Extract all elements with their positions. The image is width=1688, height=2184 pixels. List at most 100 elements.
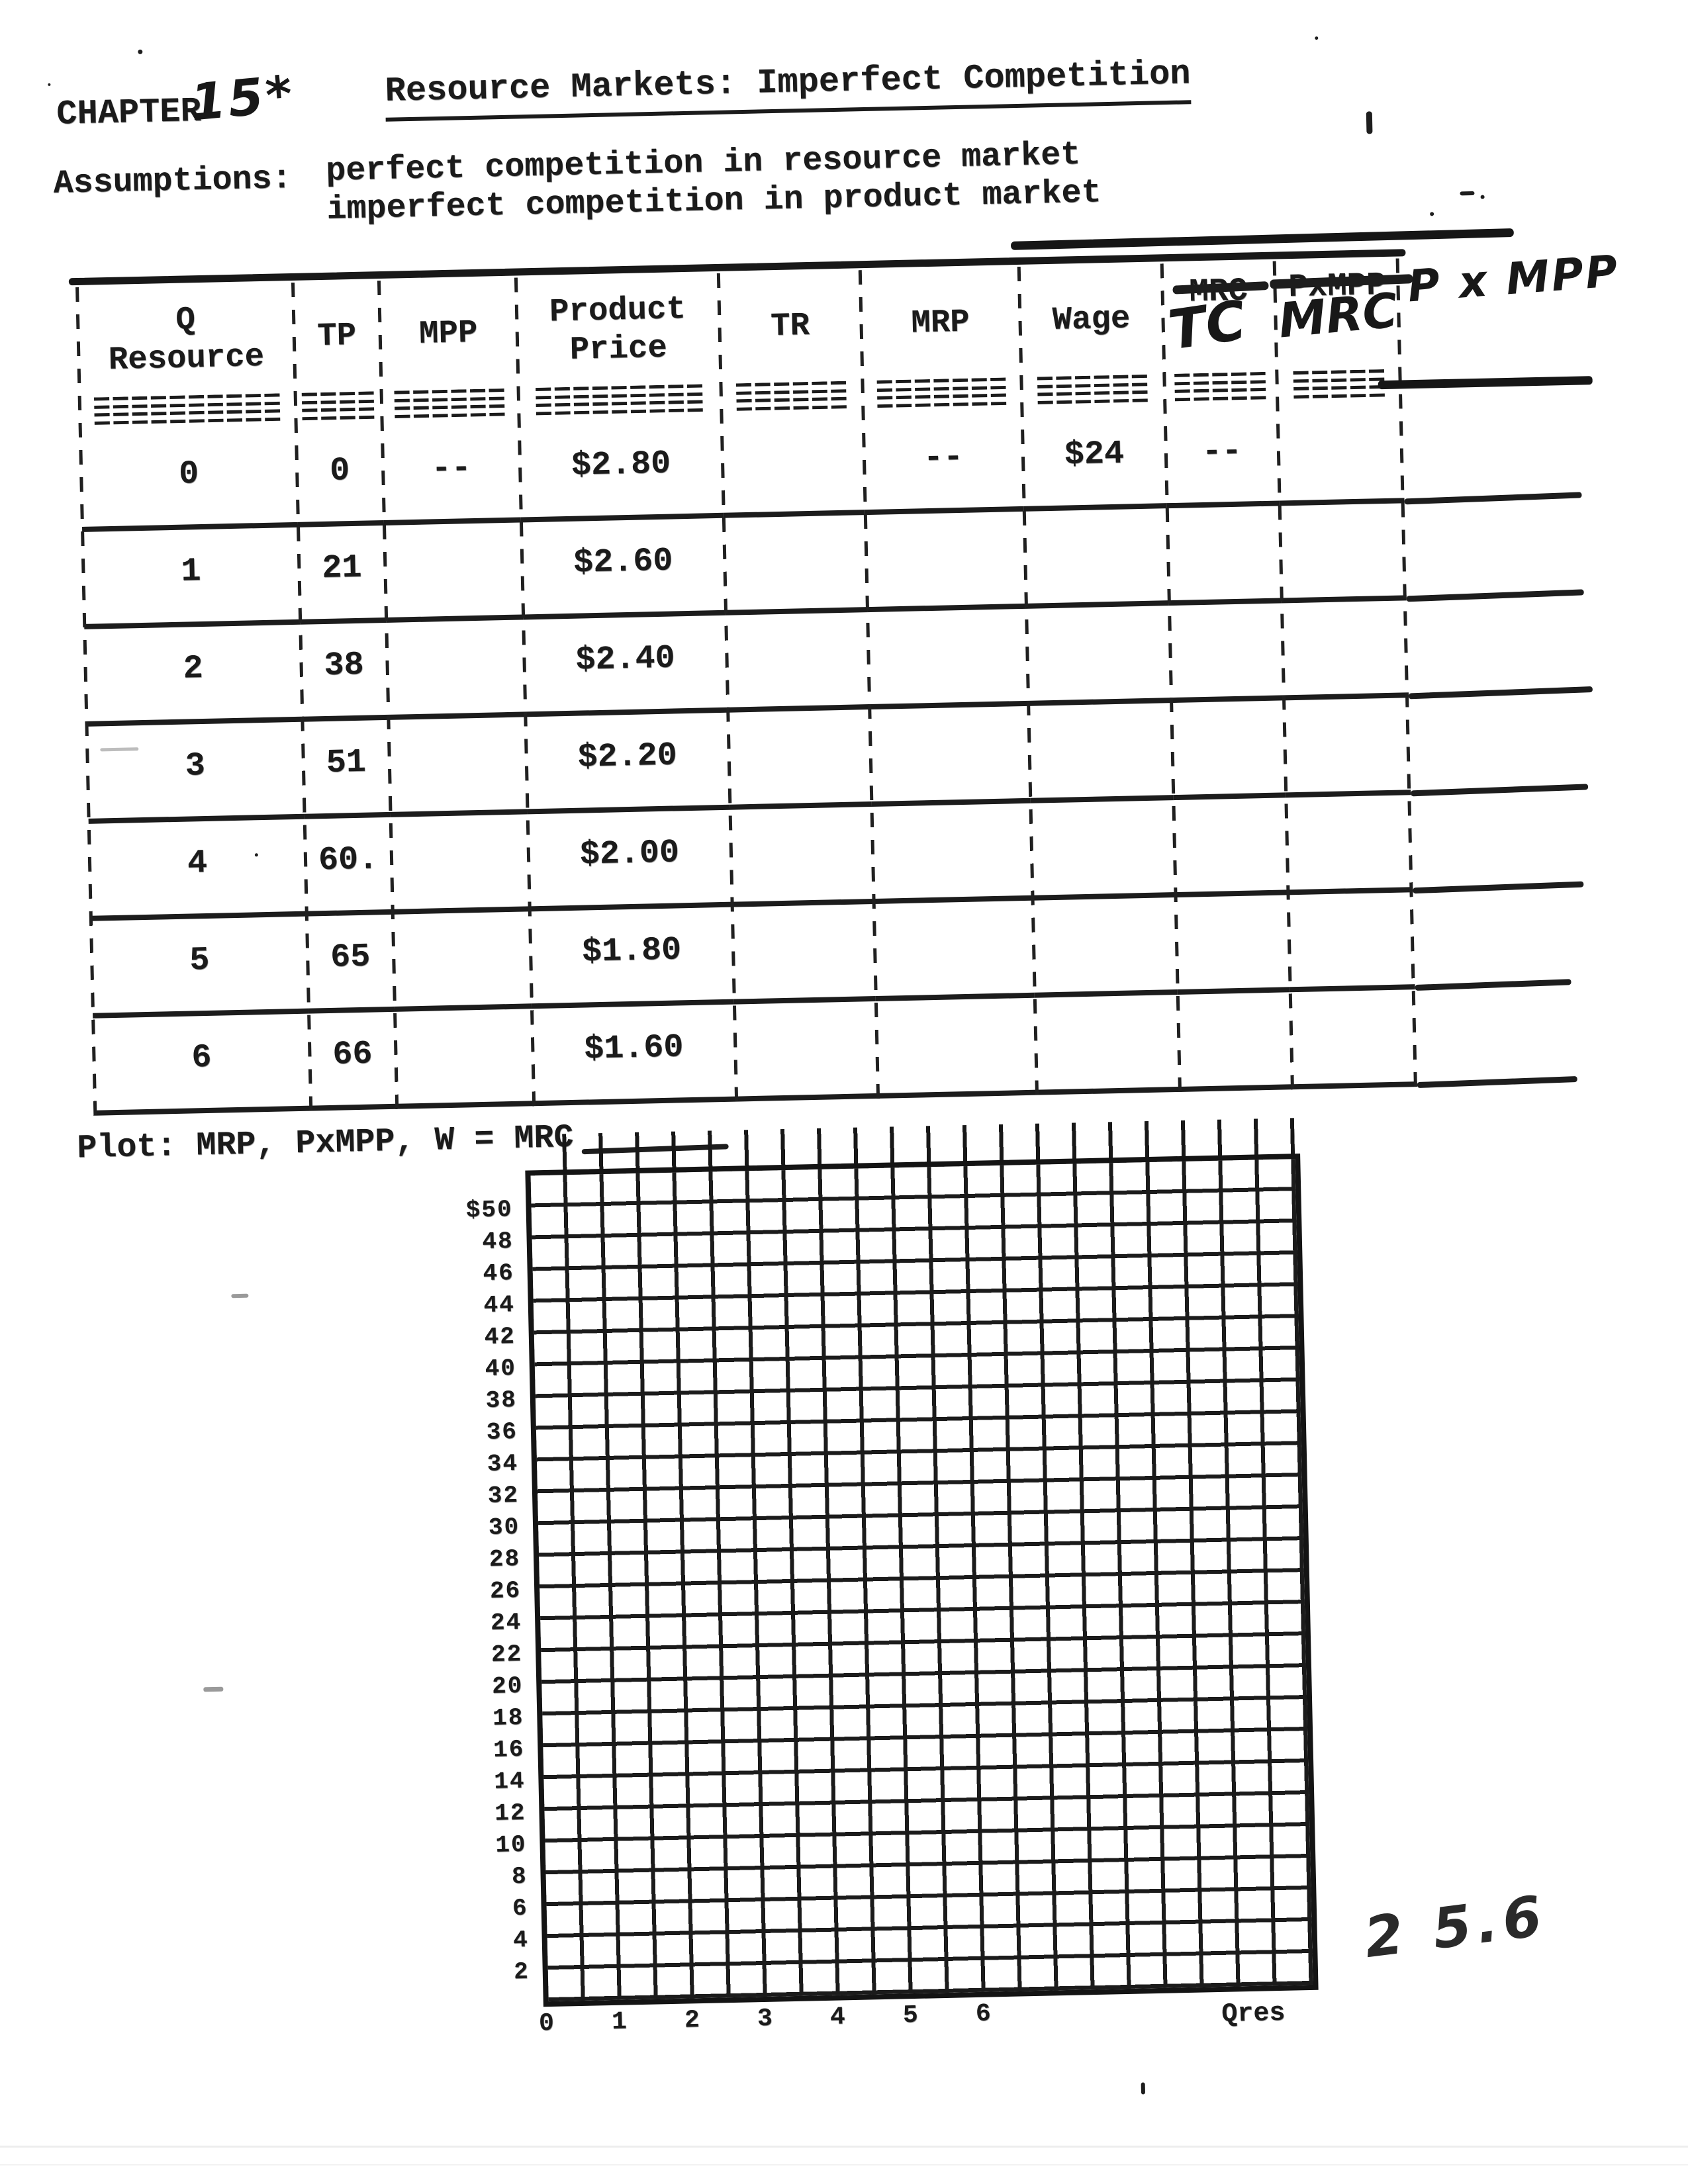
cell-tp: 65 (306, 914, 395, 1014)
header-text: Product (549, 290, 686, 331)
cell-mpp (388, 717, 528, 817)
header-text: Wage (1052, 300, 1131, 339)
cell-mrc (1288, 892, 1415, 993)
scan-speck (1366, 111, 1373, 134)
header-text: TR (770, 306, 810, 345)
cell-price: $2.00 (527, 809, 732, 912)
cell-mpp (384, 522, 524, 623)
cell-mrp (873, 900, 1035, 1001)
separator-cell: ======= ======= (875, 377, 1009, 418)
answer-line (1404, 492, 1582, 505)
scan-speck (48, 83, 51, 86)
cell-wage (1030, 800, 1176, 901)
cell-mrc (1281, 600, 1409, 701)
separator-cell: ====== ====== (734, 381, 849, 421)
cell-mrc (1286, 795, 1413, 895)
y-axis-label: 20 (491, 1672, 524, 1700)
cell-q: 2 (84, 624, 303, 727)
cell-price: $2.60 (520, 518, 726, 620)
cell-mrc (1279, 503, 1407, 604)
header-text: Q (175, 301, 196, 339)
cell-mrp (875, 997, 1037, 1099)
cell-wage (1034, 995, 1180, 1095)
cell-wage: $24 (1021, 411, 1167, 512)
cell-mrp (867, 608, 1029, 710)
cell-tr (731, 903, 876, 1005)
col-header-mrp: MRP (860, 265, 1021, 381)
scan-speck (138, 49, 143, 54)
cell-price: $2.80 (518, 420, 724, 523)
col-header-tp: TP (293, 279, 381, 393)
cell-mpp (390, 814, 530, 915)
cell-mrp (869, 705, 1031, 807)
cell-tr (729, 807, 874, 907)
cell-tc (1173, 797, 1288, 898)
y-axis-label: 22 (491, 1640, 523, 1668)
answer-line (1417, 1075, 1577, 1089)
x-axis-label: 3 (757, 2004, 773, 2034)
plot-instruction: Plot: MRP, PxMPP, W = MRC (76, 1118, 575, 1168)
cell-tc (1171, 700, 1286, 801)
cell-tp: 0 (295, 428, 385, 527)
cell-tp: 21 (298, 525, 387, 625)
cell-wage (1023, 508, 1169, 609)
cell-price: $1.80 (529, 907, 734, 1009)
cell-tc (1166, 506, 1282, 606)
cell-price: $2.20 (525, 712, 730, 815)
cell-tc (1168, 603, 1284, 704)
cell-mrp (871, 803, 1033, 904)
cell-q: 4 (88, 819, 306, 921)
x-axis-label: 5 (902, 2001, 919, 2030)
cell-mrc (1277, 406, 1405, 506)
col-header-mpp: MPP (379, 276, 518, 391)
y-axis-label: 4 (512, 1926, 530, 1954)
y-axis-label: 30 (488, 1513, 520, 1541)
cell-mrp (865, 511, 1027, 613)
y-axis-label: 32 (487, 1481, 520, 1510)
separator-cell: ========= ========= (534, 383, 706, 426)
scan-speck (1315, 36, 1319, 40)
scan-smudge (231, 1293, 249, 1298)
y-axis-label: 26 (489, 1576, 522, 1605)
cell-tr (727, 709, 872, 810)
answer-line (1411, 784, 1589, 797)
scan-speck (1430, 212, 1434, 216)
pen-line-top (1010, 228, 1514, 250)
y-axis-label: 46 (483, 1259, 515, 1287)
y-axis-label: 16 (492, 1735, 525, 1764)
assumptions-label: Assumptions: (53, 159, 293, 203)
cell-q: 1 (82, 527, 301, 629)
handwritten-mrc-label: MRC (1276, 282, 1400, 349)
separator-cell: ========== ========== (92, 392, 283, 435)
y-axis-label: 2 (513, 1958, 530, 1986)
cell-tr (726, 612, 870, 713)
cell-wage (1026, 606, 1172, 706)
header-text: Price (569, 329, 668, 369)
y-axis-label: 24 (490, 1608, 522, 1637)
separator-cell: ====== ====== (1035, 374, 1150, 414)
x-axis-label: 4 (829, 2003, 846, 2032)
cell-tp: 38 (300, 622, 389, 722)
y-axis-label: 14 (493, 1767, 526, 1796)
answer-line (1406, 589, 1584, 602)
y-axis-label: 38 (485, 1386, 518, 1414)
separator-cell: ==== ==== (300, 391, 377, 430)
cell-mrp: -- (863, 414, 1024, 516)
y-axis-label: 6 (512, 1894, 529, 1923)
answer-line (1413, 881, 1584, 894)
y-axis-label: 28 (489, 1545, 521, 1573)
cell-mpp (386, 619, 526, 720)
cell-tp: 66 (308, 1011, 397, 1111)
y-axis-label: 18 (492, 1704, 524, 1732)
header-text: MPP (418, 314, 478, 353)
x-axis-title: Qres (1221, 1998, 1286, 2030)
scan-streak (0, 2146, 1688, 2148)
chapter-number-handwritten: 15* (188, 64, 298, 132)
y-axis-label: 36 (486, 1418, 518, 1446)
x-axis-label: 1 (611, 2007, 628, 2037)
cell-wage (1032, 897, 1178, 998)
cell-tp: 60. (304, 817, 393, 917)
y-axis-label: $50 (465, 1195, 514, 1224)
handwritten-tc-label: TC (1164, 289, 1250, 363)
answer-line (1415, 979, 1571, 991)
